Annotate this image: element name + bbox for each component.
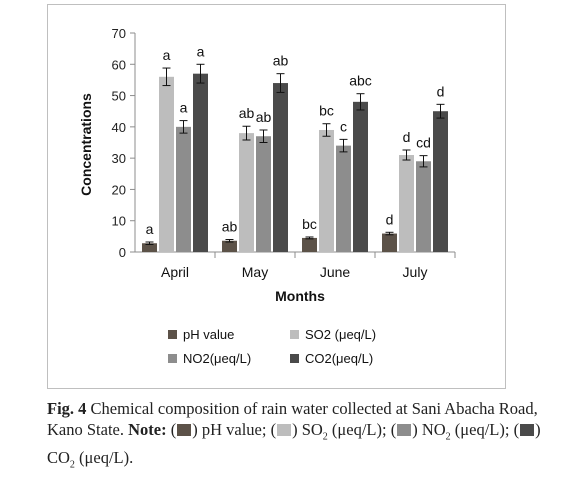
bar	[433, 111, 448, 252]
caption-item-co2: () CO2 (μeq/L).	[47, 420, 541, 471]
significance-label: d	[437, 83, 445, 99]
bar	[142, 243, 157, 252]
caption-item-so2: () SO2 (μeq/L);	[270, 420, 391, 443]
caption-fig-label: Fig. 4	[47, 399, 87, 418]
caption-item-ph: () pH value;	[166, 420, 271, 439]
caption-swatch-ph	[177, 424, 192, 436]
y-tick-label: 20	[112, 182, 126, 197]
y-tick-label: 60	[112, 57, 126, 72]
caption-swatch-no2	[397, 424, 412, 436]
x-axis-title: Months	[275, 288, 325, 304]
bar	[319, 129, 334, 252]
x-category-label: June	[320, 264, 351, 280]
legend-label: pH value	[183, 327, 234, 342]
y-tick-label: 30	[112, 151, 126, 166]
bar	[336, 145, 351, 252]
legend-swatch	[290, 354, 299, 363]
bar	[176, 126, 191, 252]
y-tick-label: 0	[119, 245, 126, 260]
legend-label: CO2(μeq/L)	[305, 351, 373, 366]
significance-label: a	[163, 47, 171, 63]
legend-swatch	[290, 330, 299, 339]
significance-label: a	[180, 100, 188, 116]
caption-note-label: Note:	[128, 420, 167, 439]
legend-swatch	[168, 354, 177, 363]
y-tick-label: 70	[112, 26, 126, 41]
figure-caption: Fig. 4 Chemical composition of rain wate…	[47, 398, 557, 476]
x-category-label: July	[403, 264, 428, 280]
caption-swatch-so2	[277, 424, 292, 436]
significance-label: bc	[319, 103, 334, 119]
significance-label: cd	[416, 135, 431, 151]
bar	[239, 133, 254, 252]
significance-label: a	[197, 43, 205, 59]
significance-label: ab	[222, 218, 238, 234]
significance-label: d	[386, 211, 394, 227]
caption-text: Chemical composition of rain water colle…	[47, 399, 538, 439]
significance-label: ab	[239, 105, 255, 121]
significance-label: c	[340, 118, 347, 134]
bar	[273, 83, 288, 252]
bar	[382, 233, 397, 252]
bar	[256, 136, 271, 252]
significance-label: bc	[302, 216, 317, 232]
y-tick-label: 50	[112, 89, 126, 104]
significance-label: ab	[273, 53, 289, 69]
bar	[353, 101, 368, 252]
y-tick-label: 10	[112, 214, 126, 229]
significance-label: a	[146, 221, 154, 237]
caption-item-no2: () NO2 (μeq/L);	[390, 420, 514, 443]
bar	[399, 155, 414, 252]
caption-swatch-co2	[520, 424, 535, 436]
bar	[159, 76, 174, 252]
bar	[222, 240, 237, 252]
y-axis-title: Concentrations	[78, 93, 94, 196]
bar	[416, 161, 431, 252]
bar	[302, 237, 317, 252]
significance-label: abc	[349, 73, 372, 89]
x-category-label: April	[161, 264, 189, 280]
legend-label: SO2 (μeq/L)	[305, 327, 376, 342]
legend-label: NO2(μeq/L)	[183, 351, 251, 366]
significance-label: ab	[256, 109, 272, 125]
y-tick-label: 40	[112, 120, 126, 135]
x-category-label: May	[242, 264, 268, 280]
significance-label: d	[403, 129, 411, 145]
legend-swatch	[168, 330, 177, 339]
bar	[193, 73, 208, 253]
